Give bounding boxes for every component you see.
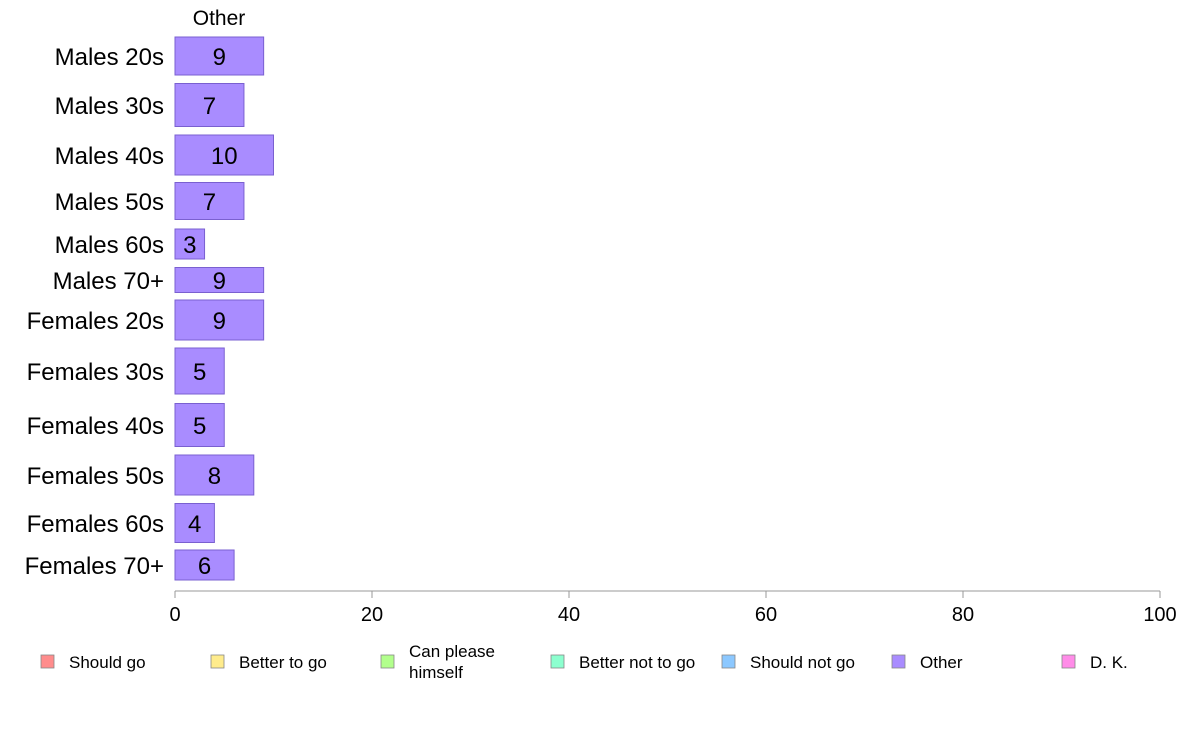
x-tick-label: 40	[558, 604, 580, 626]
legend-swatch	[210, 654, 225, 669]
bar	[174, 228, 206, 260]
x-tick-label: 80	[952, 604, 974, 626]
bar	[174, 182, 245, 220]
category-label: Males 20s	[55, 44, 164, 71]
column-header: Other	[193, 7, 246, 30]
bar	[174, 347, 225, 395]
bar-value-label: 5	[193, 413, 206, 440]
bar	[174, 403, 225, 447]
bar-value-label: 10	[211, 143, 238, 170]
bar-value-label: 6	[198, 553, 211, 580]
bar	[174, 36, 265, 76]
legend-swatch	[891, 654, 906, 669]
x-tick-label: 100	[1143, 604, 1176, 626]
bars-group: Males 20s 9 Males 30s 7 Males 40s 10 Males 50s…	[25, 36, 274, 581]
legend-label: Better not to go	[579, 653, 695, 672]
bar	[174, 503, 215, 543]
bar-value-label: 5	[193, 359, 206, 386]
x-axis: 0 20 40 60 80 100	[169, 590, 1177, 626]
bar-value-label: 8	[208, 463, 221, 490]
legend-label: Should go	[69, 653, 146, 672]
legend-swatch	[721, 654, 736, 669]
bar-value-label: 7	[203, 189, 216, 216]
category-label: Males 70+	[53, 268, 164, 295]
category-label: Females 60s	[27, 511, 164, 538]
bar-value-label: 4	[188, 511, 201, 538]
category-label: Males 30s	[55, 93, 164, 120]
legend-swatch	[380, 654, 395, 669]
legend-label: Better to go	[239, 653, 327, 672]
category-label: Females 20s	[27, 308, 164, 335]
legend-swatch	[550, 654, 565, 669]
category-label: Females 70+	[25, 553, 164, 580]
x-tick-label: 20	[361, 604, 383, 626]
bar	[174, 454, 255, 496]
x-tick-label: 60	[755, 604, 777, 626]
bar-value-label: 7	[203, 93, 216, 120]
legend-label: Should not go	[750, 653, 855, 672]
legend-label: Can please himself	[409, 642, 495, 682]
bar-value-label: 9	[213, 268, 226, 295]
category-label: Females 40s	[27, 413, 164, 440]
bar	[174, 549, 235, 581]
bar-value-label: 9	[213, 44, 226, 71]
category-label: Males 50s	[55, 189, 164, 216]
category-label: Females 50s	[27, 463, 164, 490]
legend-swatch	[1061, 654, 1076, 669]
bar	[174, 267, 265, 293]
legend: Should go Better to go Can please himself Be…	[40, 642, 1128, 682]
legend-label: Other	[920, 653, 963, 672]
bar	[174, 83, 245, 127]
bar-value-label: 3	[183, 232, 196, 259]
legend-swatch	[40, 654, 55, 669]
category-label: Males 60s	[55, 232, 164, 259]
legend-label: D. K.	[1090, 653, 1128, 672]
bar-value-label: 9	[213, 308, 226, 335]
x-tick-label: 0	[169, 604, 180, 626]
bar	[174, 299, 265, 341]
bar	[174, 134, 274, 176]
category-label: Females 30s	[27, 359, 164, 386]
category-label: Males 40s	[55, 143, 164, 170]
